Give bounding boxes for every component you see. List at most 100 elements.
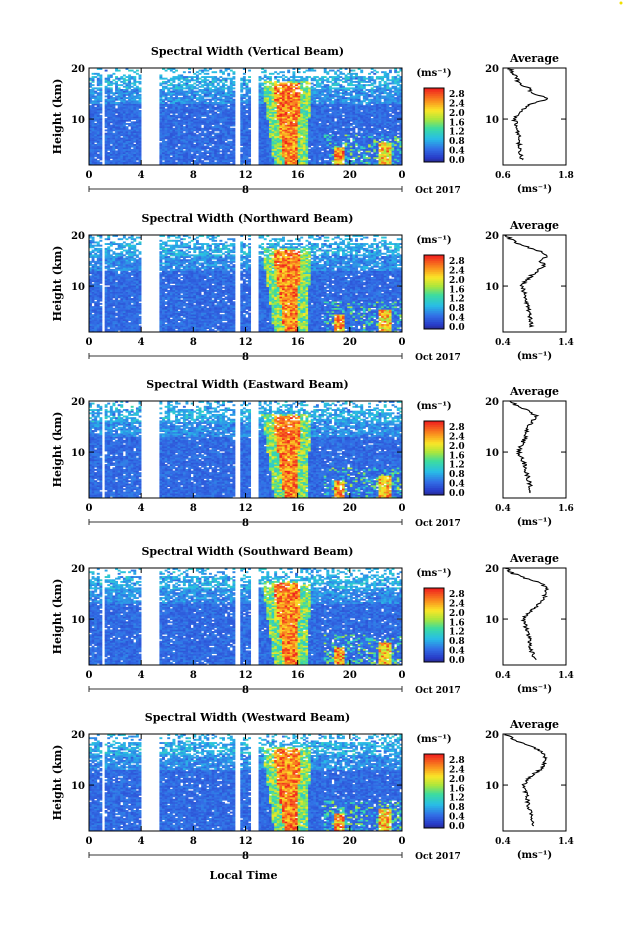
heatmap-cell — [115, 82, 118, 85]
heatmap-cell — [271, 72, 275, 75]
heatmap-cell — [104, 113, 108, 116]
heatmap-cell — [89, 84, 92, 87]
heatmap-cell — [91, 137, 95, 140]
heatmap-cell — [198, 69, 202, 72]
heatmap-cell — [89, 147, 92, 150]
heatmap-cell — [206, 79, 210, 82]
heatmap-cell — [198, 72, 202, 75]
heatmap-cell — [365, 80, 369, 83]
heatmap-cell — [91, 119, 95, 122]
heatmap-cell — [297, 79, 301, 82]
heatmap-cell — [375, 93, 379, 96]
heatmap-cell — [91, 140, 95, 143]
heatmap-cell — [370, 71, 374, 74]
heatmap-cell — [227, 105, 231, 108]
heatmap-cell — [328, 113, 332, 116]
heatmap-cell — [122, 142, 126, 145]
heatmap-cell — [94, 95, 98, 98]
heatmap-cell — [128, 119, 132, 122]
panel-title: Spectral Width (Vertical Beam) — [151, 45, 344, 58]
heatmap-cell — [355, 147, 358, 150]
heatmap-cell — [326, 84, 330, 87]
heatmap-cell — [112, 153, 116, 156]
heatmap-cell — [104, 135, 108, 138]
heatmap-cell — [318, 161, 322, 164]
heatmap-cell — [201, 89, 205, 91]
heatmap-cell — [104, 160, 108, 163]
heatmap-cell — [104, 121, 108, 124]
heatmap-cell — [109, 132, 113, 135]
heatmap-cell — [96, 82, 100, 85]
heatmap-cell — [109, 89, 113, 91]
heatmap-cell — [109, 97, 113, 100]
heatmap-cell — [284, 79, 288, 82]
heatmap-cell — [99, 126, 103, 129]
heatmap-cell — [227, 77, 231, 80]
heatmap-cell — [94, 139, 98, 142]
heatmap-cell — [164, 92, 168, 95]
heatmap-cell — [99, 106, 103, 109]
heatmap-cell — [279, 87, 283, 90]
heatmap-cell — [120, 105, 124, 108]
heatmap-cell — [362, 127, 366, 130]
heatmap-cell — [310, 77, 314, 80]
heatmap-cell — [112, 108, 116, 111]
heatmap-cell — [99, 68, 103, 70]
heatmap-cell — [344, 97, 348, 100]
heatmap-cell — [128, 110, 132, 112]
heatmap-cell — [104, 87, 108, 90]
heatmap-cell — [339, 92, 343, 95]
heatmap-cell — [109, 129, 113, 132]
heatmap-cell — [224, 84, 228, 87]
heatmap-cell — [94, 101, 98, 104]
heatmap-cell — [109, 80, 113, 83]
heatmap-cell — [125, 116, 129, 119]
heatmap-cell — [125, 76, 129, 78]
heatmap-cell — [206, 72, 210, 75]
heatmap-cell — [96, 92, 100, 95]
heatmap-cell — [117, 148, 121, 151]
heatmap-cell — [279, 71, 283, 74]
heatmap-cell — [99, 153, 103, 156]
heatmap-cell — [240, 153, 244, 156]
heatmap-cell — [201, 118, 205, 121]
heatmap-cell — [339, 71, 343, 74]
heatmap-cell — [104, 69, 108, 72]
heatmap-cell — [96, 113, 100, 116]
heatmap-cell — [109, 76, 113, 78]
heatmap-cell — [122, 156, 126, 159]
heatmap-cell — [182, 82, 186, 85]
heatmap-cell — [117, 116, 121, 119]
heatmap-cell — [104, 134, 108, 137]
heatmap-cell — [279, 76, 283, 78]
heatmap-cell — [109, 110, 113, 112]
heatmap-cell — [203, 98, 207, 101]
heatmap-cell — [122, 160, 126, 163]
heatmap-cell — [104, 105, 108, 108]
heatmap-cell — [91, 155, 95, 158]
heatmap-cell — [115, 103, 118, 106]
heatmap-cell — [138, 87, 142, 90]
heatmap-cell — [122, 90, 126, 93]
heatmap-cell — [99, 89, 103, 91]
heatmap-cell — [115, 87, 118, 90]
heatmap-cell — [352, 126, 356, 129]
heatmap-cell — [206, 69, 210, 72]
heatmap-cell — [99, 93, 103, 96]
heatmap-cell — [96, 161, 100, 164]
heatmap-cell — [107, 97, 111, 100]
heatmap-cell — [112, 150, 116, 153]
heatmap-cell — [279, 82, 283, 85]
heatmap-cell — [117, 113, 121, 116]
heatmap-cell — [167, 97, 171, 100]
heatmap-cell — [201, 69, 205, 72]
heatmap-cell — [107, 161, 111, 164]
heatmap-cell — [185, 114, 189, 117]
heatmap-cell — [313, 87, 317, 90]
heatmap-cell — [120, 131, 124, 133]
heatmap-cell — [125, 139, 129, 142]
heatmap-cell — [115, 161, 118, 164]
heatmap-cell — [248, 129, 252, 132]
heatmap-cell — [120, 148, 124, 151]
heatmap-cell — [122, 119, 126, 122]
